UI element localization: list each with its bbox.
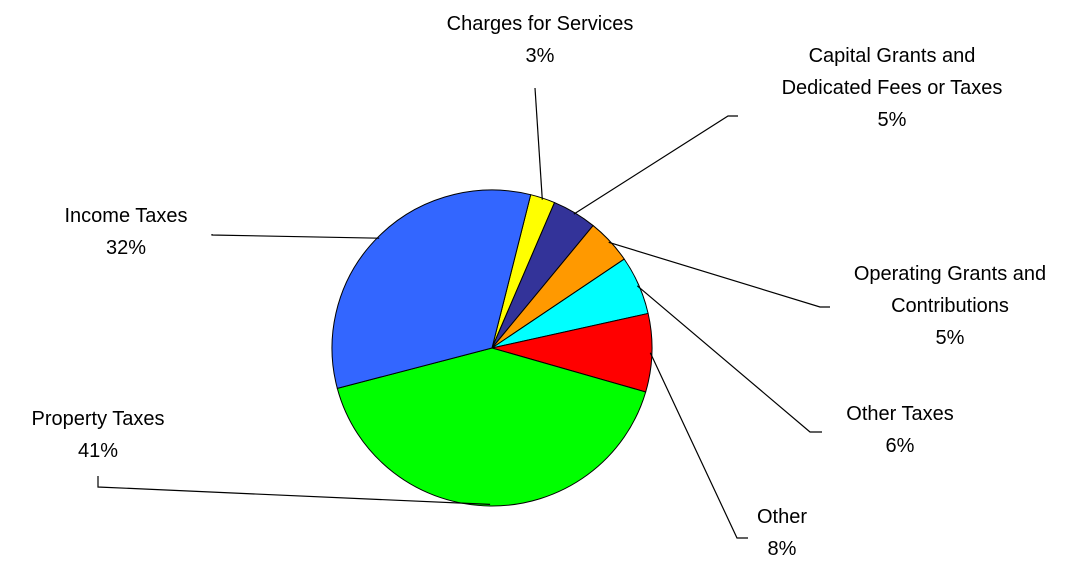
slice-percent: 5% (878, 109, 907, 131)
leader-line (97, 476, 491, 505)
leader-lines (97, 87, 830, 539)
slice-name: Dedicated Fees or Taxes (782, 77, 1003, 99)
slice-percent: 5% (936, 327, 965, 349)
leader-line (636, 285, 822, 433)
slice-percent: 6% (886, 435, 915, 457)
leader-line (211, 234, 380, 239)
slice-label: Operating Grants and Contributions 5% (854, 263, 1046, 349)
slice-percent: 3% (526, 45, 555, 67)
slice-name: Income Taxes (64, 205, 187, 227)
slice-percent: 41% (78, 440, 118, 462)
leader-line (534, 87, 543, 200)
slice-name: Other (757, 506, 807, 528)
pie-slice (336, 347, 647, 507)
slice-label: Income Taxes 32% (64, 205, 187, 259)
slice-labels: Charges for Services 3% Capital Grants and… (31, 13, 1046, 560)
slice-label: Property Taxes 41% (31, 408, 164, 462)
slice-name: Contributions (891, 295, 1009, 317)
slice-label: Other 8% (757, 506, 807, 560)
pie-slice (331, 189, 532, 389)
slice-name: Charges for Services (447, 13, 634, 35)
slice-name: Capital Grants and (809, 45, 976, 67)
slice-name: Other Taxes (846, 403, 953, 425)
leader-line (649, 352, 748, 539)
slice-percent: 32% (106, 237, 146, 259)
slice-label: Capital Grants and Dedicated Fees or Taxe… (782, 45, 1003, 131)
slice-label: Charges for Services 3% (447, 13, 634, 67)
leader-line (573, 115, 738, 215)
slice-label: Other Taxes 6% (846, 403, 953, 457)
pie-slices (331, 189, 653, 507)
slice-name: Operating Grants and (854, 263, 1046, 285)
leader-line (608, 241, 830, 308)
slice-name: Property Taxes (31, 408, 164, 430)
slice-percent: 8% (768, 538, 797, 560)
